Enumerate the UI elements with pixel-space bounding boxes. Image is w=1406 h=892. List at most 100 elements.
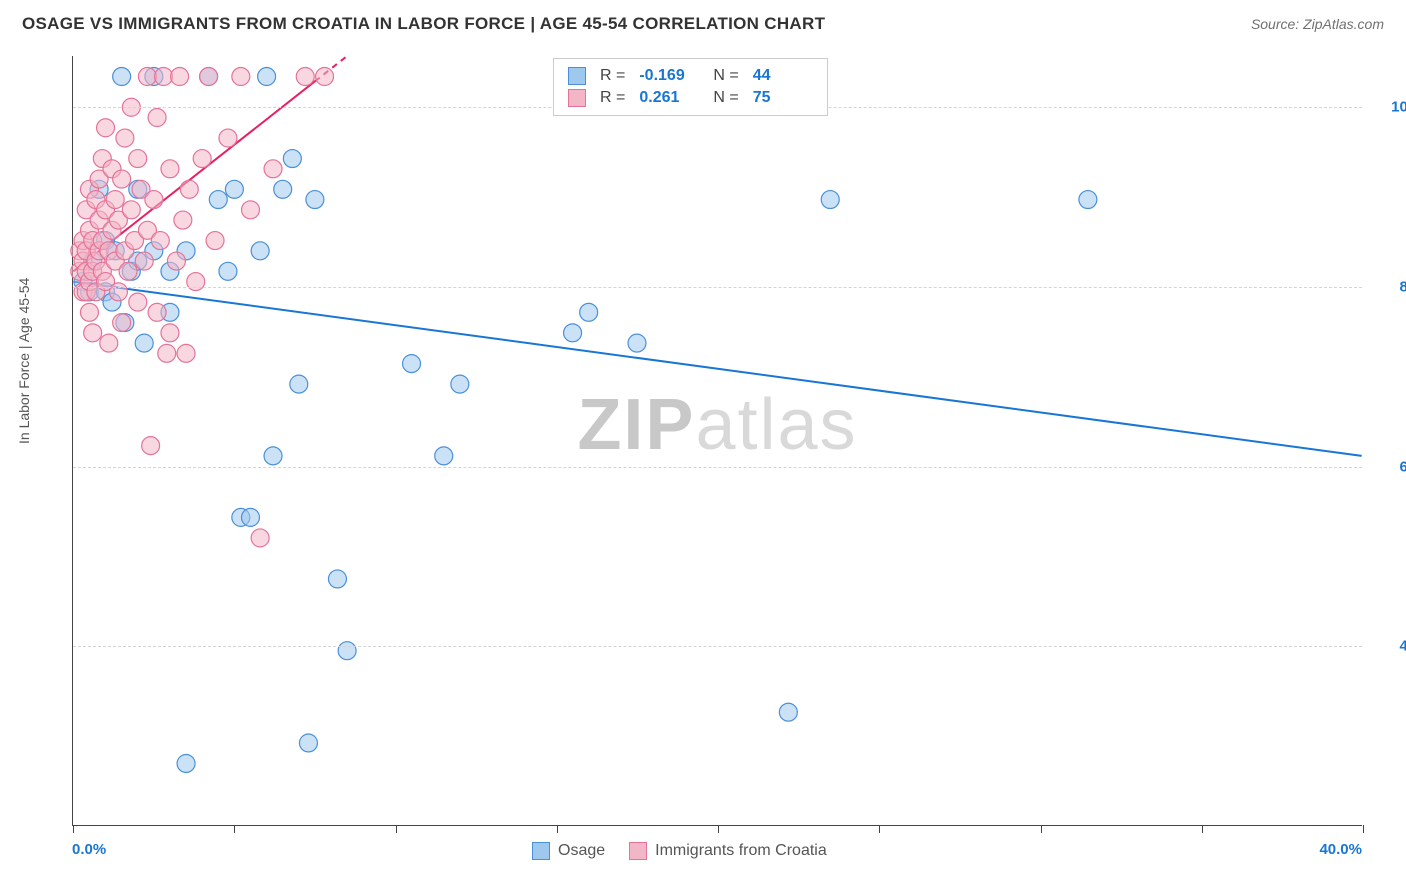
data-point [206,232,224,250]
stats-legend-row: R = 0.261 N = 75 [568,87,813,109]
data-point [180,180,198,198]
data-point [219,129,237,147]
legend-value: -0.169 [639,67,699,85]
x-tick [1202,825,1203,833]
data-point [167,252,185,270]
stats-legend-row: R =-0.169N =44 [568,65,813,87]
data-point [403,355,421,373]
chart-title: OSAGE VS IMMIGRANTS FROM CROATIA IN LABO… [22,14,825,34]
data-point [306,191,324,209]
data-point [821,191,839,209]
data-point [193,150,211,168]
x-tick [396,825,397,833]
y-tick-label: 100.0% [1372,99,1406,116]
legend-swatch [568,89,586,107]
data-point [129,293,147,311]
data-point [122,201,140,219]
stats-legend: R = -0.169 N = 44 R = 0.261 N = 75 [553,58,828,116]
data-point [451,375,469,393]
data-point [161,324,179,342]
y-tick-label: 47.5% [1372,638,1406,655]
data-point [258,68,276,86]
data-point [129,150,147,168]
data-point [171,68,189,86]
chart-container: In Labor Force | Age 45-54 ZIPatlas R =-… [52,56,1382,826]
data-point [174,211,192,229]
data-point [251,242,269,260]
y-tick-label: 65.0% [1372,458,1406,475]
data-point [299,734,317,752]
data-point [779,703,797,721]
legend-item: Immigrants from Croatia [629,842,827,860]
gridline [73,646,1362,647]
data-point [251,529,269,547]
data-point [135,334,153,352]
data-point [225,180,243,198]
data-point [232,68,250,86]
data-point [142,437,160,455]
data-point [177,344,195,362]
data-point [138,68,156,86]
data-point [155,68,173,86]
legend-swatch [532,842,550,860]
x-tick [718,825,719,833]
data-point [161,160,179,178]
data-point [628,334,646,352]
x-tick [557,825,558,833]
data-point [177,754,195,772]
data-point [1079,191,1097,209]
data-point [109,283,127,301]
series-legend: Osage Immigrants from Croatia [532,842,827,860]
legend-item: Osage [532,842,605,860]
x-tick [879,825,880,833]
legend-label: N = [713,89,738,107]
points-layer [73,56,1362,825]
plot-area: ZIPatlas R =-0.169N =44R =0.261N =75 47.… [72,56,1362,826]
data-point [148,303,166,321]
data-point [151,232,169,250]
data-point [241,201,259,219]
data-point [219,262,237,280]
data-point [158,344,176,362]
source-attribution: Source: ZipAtlas.com [1251,16,1384,32]
data-point [200,68,218,86]
data-point [145,191,163,209]
legend-value: 44 [753,67,813,85]
legend-value: 75 [753,89,813,107]
data-point [116,129,134,147]
data-point [135,252,153,270]
data-point [113,170,131,188]
x-tick [1363,825,1364,833]
y-tick-label: 82.5% [1372,279,1406,296]
legend-label: Osage [558,842,605,860]
data-point [264,160,282,178]
x-tick [73,825,74,833]
data-point [113,68,131,86]
data-point [290,375,308,393]
data-point [148,109,166,127]
data-point [106,191,124,209]
x-tick [234,825,235,833]
data-point [100,334,118,352]
data-point [564,324,582,342]
data-point [80,303,98,321]
data-point [580,303,598,321]
data-point [97,119,115,137]
legend-label: R = [600,89,625,107]
data-point [338,642,356,660]
legend-label: Immigrants from Croatia [655,842,827,860]
data-point [264,447,282,465]
legend-swatch [568,67,586,85]
legend-label: N = [713,67,738,85]
data-point [113,314,131,332]
data-point [274,180,292,198]
data-point [296,68,314,86]
data-point [283,150,301,168]
data-point [241,508,259,526]
x-tick [1041,825,1042,833]
data-point [435,447,453,465]
data-point [84,324,102,342]
data-point [209,191,227,209]
legend-value: 0.261 [639,89,699,107]
x-label-max: 40.0% [1319,841,1362,858]
